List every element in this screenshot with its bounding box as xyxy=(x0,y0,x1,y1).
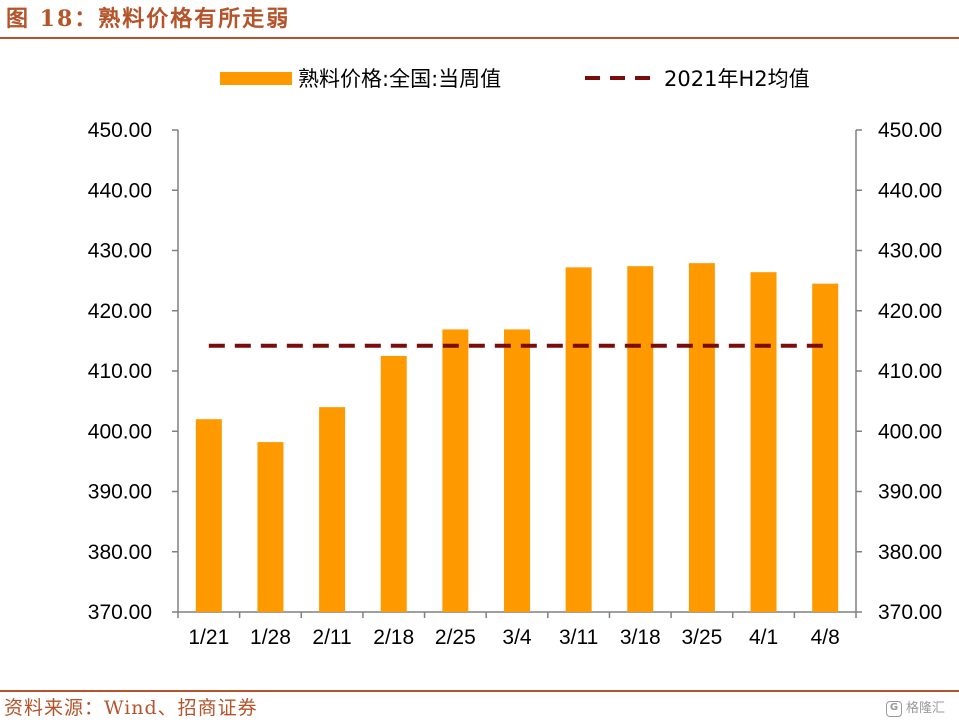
y-tick-label-left: 450.00 xyxy=(88,119,152,142)
y-tick-label-left: 370.00 xyxy=(88,601,152,624)
x-tick-label: 1/28 xyxy=(250,626,291,649)
bar xyxy=(442,329,469,612)
y-tick-label-right: 440.00 xyxy=(878,179,942,202)
y-tick-label-left: 390.00 xyxy=(88,481,152,504)
y-tick-label-left: 430.00 xyxy=(88,240,152,263)
x-tick-label: 3/4 xyxy=(502,626,532,649)
y-tick-label-left: 380.00 xyxy=(88,541,152,564)
x-tick-label: 3/25 xyxy=(681,626,722,649)
y-tick-label-right: 420.00 xyxy=(878,300,942,323)
figure-title: 图 18：熟料价格有所走弱 xyxy=(6,6,291,32)
y-tick-label-right: 430.00 xyxy=(878,240,942,263)
y-tick-label-left: 410.00 xyxy=(88,360,152,383)
y-tick-label-right: 410.00 xyxy=(878,360,942,383)
bar xyxy=(688,263,715,612)
x-tick-label: 3/11 xyxy=(559,626,598,649)
y-tick-label-right: 370.00 xyxy=(878,601,942,624)
y-tick-label-right: 400.00 xyxy=(878,420,942,443)
legend-label-bar: 熟料价格:全国:当周值 xyxy=(298,67,501,91)
bar xyxy=(565,267,592,612)
y-tick-label-right: 380.00 xyxy=(878,541,942,564)
x-tick-label: 4/1 xyxy=(749,626,778,649)
x-tick-label: 4/8 xyxy=(811,626,840,649)
y-tick-label-right: 450.00 xyxy=(878,119,942,142)
bar xyxy=(627,266,654,612)
legend-label-line: 2021年H2均值 xyxy=(664,67,810,91)
watermark-logo-icon: G xyxy=(885,701,902,717)
y-tick-label-left: 420.00 xyxy=(88,300,152,323)
x-tick-label: 2/25 xyxy=(435,626,476,649)
x-tick-label: 2/18 xyxy=(373,626,414,649)
y-tick-label-left: 440.00 xyxy=(88,179,152,202)
x-tick-label: 3/18 xyxy=(620,626,661,649)
title-divider xyxy=(0,37,959,39)
watermark-text: 格隆汇 xyxy=(905,701,945,716)
bar xyxy=(195,419,222,612)
y-tick-label-right: 390.00 xyxy=(878,481,942,504)
bar-line-chart: 370.00 370.00 380.00 380.00 390.00 390.00 400.… xyxy=(88,67,942,649)
x-tick-label: 1/21 xyxy=(188,626,229,649)
legend-swatch-bar xyxy=(220,72,292,85)
bar xyxy=(257,442,284,612)
watermark: G 格隆汇 xyxy=(885,698,945,720)
bar xyxy=(380,355,407,612)
source-divider xyxy=(0,690,959,692)
bar xyxy=(750,272,777,612)
bar xyxy=(812,283,839,612)
x-tick-label: 2/11 xyxy=(312,626,351,649)
bar xyxy=(504,329,530,612)
source-note: 资料来源：Wind、招商证券 xyxy=(4,697,258,719)
y-tick-label-left: 400.00 xyxy=(88,420,152,443)
bar xyxy=(319,407,346,612)
